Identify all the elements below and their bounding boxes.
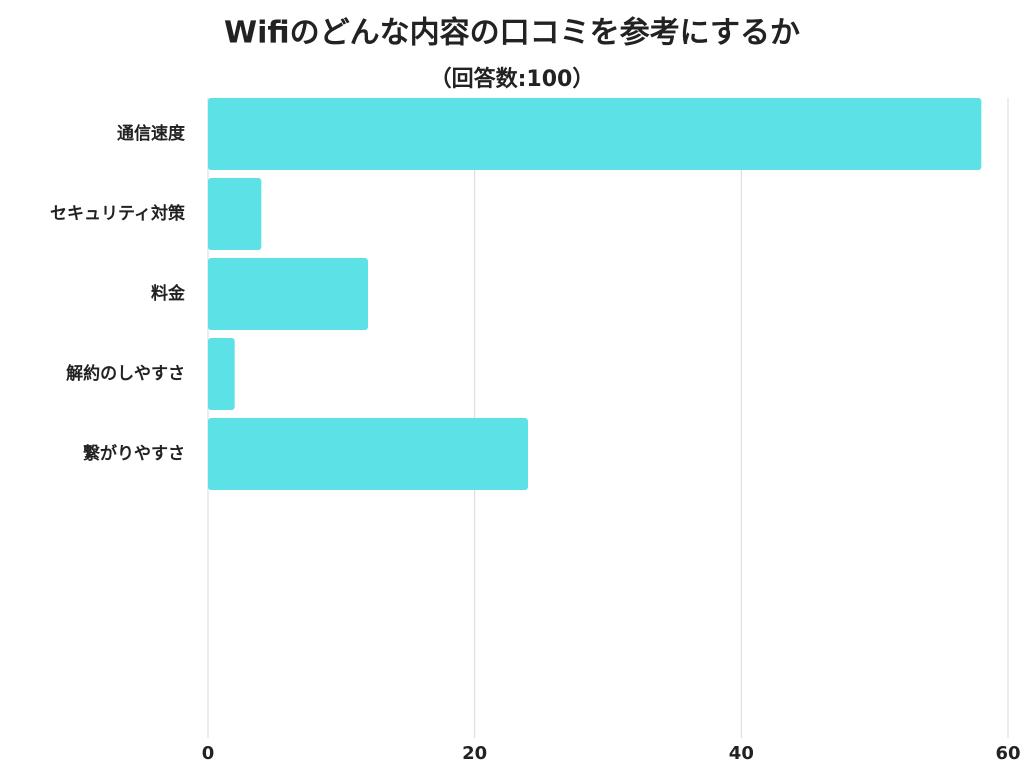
chart-subtitle: （回答数:100） [430, 66, 595, 92]
x-tick-label: 40 [729, 743, 754, 764]
x-tick-label: 20 [462, 743, 487, 764]
x-tick-label: 0 [202, 743, 215, 764]
y-tick-label: 解約のしやすさ [66, 363, 185, 384]
bar [208, 98, 982, 170]
y-tick-label: 料金 [151, 283, 186, 304]
bar [208, 418, 528, 490]
y-tick-label: 繋がりやすさ [83, 443, 185, 464]
bar [208, 258, 368, 330]
y-tick-label: 通信速度 [117, 123, 186, 144]
bar [208, 338, 235, 410]
y-tick-label: セキュリティ対策 [50, 203, 186, 224]
x-tick-label: 60 [995, 743, 1020, 764]
chart-title: Wifiのどんな内容の口コミを参考にするか [224, 16, 800, 51]
bar [208, 178, 262, 250]
